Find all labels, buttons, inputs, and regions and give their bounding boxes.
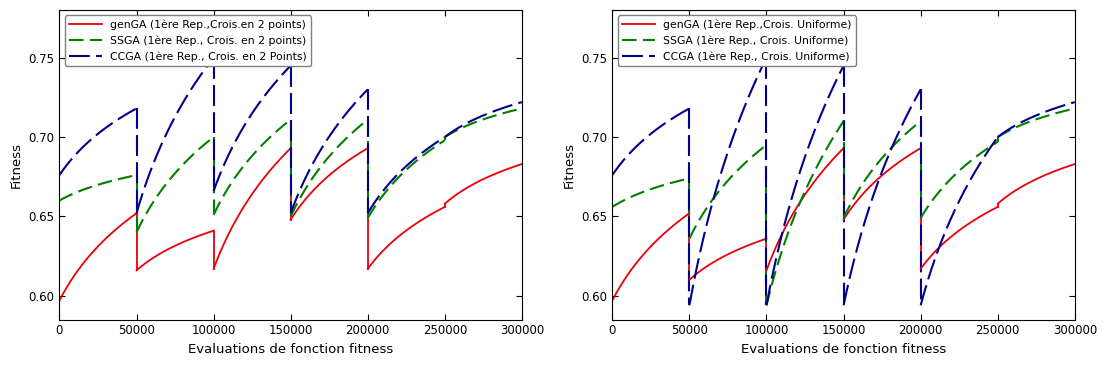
- Line: genGA (1ère Rep.,Crois. Uniforme): genGA (1ère Rep.,Crois. Uniforme): [612, 213, 690, 300]
- genGA (1ère Rep.,Crois.en 2 points): [108, 228, 122, 232]
- Legend: genGA (1ère Rep.,Crois. Uniforme), SSGA (1ère Rep., Crois. Uniforme), CCGA (1ère: genGA (1ère Rep.,Crois. Uniforme), SSGA …: [618, 15, 856, 66]
- CCGA (1ère Rep., Crois. Uniforme): [661, 119, 674, 123]
- X-axis label: Evaluations de fonction fitness: Evaluations de fonction fitness: [188, 343, 393, 356]
- SSGA (1ère Rep., Crois. Uniforme): [654, 184, 668, 188]
- genGA (1ère Rep.,Crois. Uniforme): [662, 228, 675, 232]
- genGA (1ère Rep.,Crois. Uniforme): [606, 298, 619, 303]
- CCGA (1ère Rep., Crois. en 2 Points): [108, 119, 122, 123]
- CCGA (1ère Rep., Crois. en 2 Points): [83, 138, 96, 143]
- SSGA (1ère Rep., Crois. Uniforme): [637, 190, 650, 194]
- SSGA (1ère Rep., Crois. en 2 points): [108, 178, 122, 182]
- CCGA (1ère Rep., Crois. Uniforme): [606, 173, 619, 177]
- SSGA (1ère Rep., Crois. en 2 points): [62, 194, 75, 198]
- SSGA (1ère Rep., Crois. Uniforme): [683, 176, 696, 180]
- Line: SSGA (1ère Rep., Crois. Uniforme): SSGA (1ère Rep., Crois. Uniforme): [612, 178, 690, 207]
- Y-axis label: Fitness: Fitness: [562, 142, 576, 188]
- genGA (1ère Rep.,Crois.en 2 points): [108, 228, 122, 232]
- SSGA (1ère Rep., Crois. en 2 points): [130, 173, 143, 177]
- genGA (1ère Rep.,Crois.en 2 points): [62, 282, 75, 286]
- CCGA (1ère Rep., Crois. Uniforme): [683, 106, 696, 111]
- CCGA (1ère Rep., Crois. Uniforme): [654, 124, 668, 128]
- CCGA (1ère Rep., Crois. en 2 Points): [101, 124, 114, 128]
- SSGA (1ère Rep., Crois. Uniforme): [661, 182, 674, 186]
- genGA (1ère Rep.,Crois. Uniforme): [631, 259, 644, 264]
- genGA (1ère Rep.,Crois. Uniforme): [614, 282, 628, 286]
- genGA (1ère Rep.,Crois. Uniforme): [661, 228, 674, 232]
- Line: SSGA (1ère Rep., Crois. en 2 points): SSGA (1ère Rep., Crois. en 2 points): [60, 175, 136, 201]
- genGA (1ère Rep.,Crois.en 2 points): [130, 211, 143, 216]
- SSGA (1ère Rep., Crois. Uniforme): [614, 199, 628, 204]
- SSGA (1ère Rep., Crois. Uniforme): [606, 205, 619, 209]
- genGA (1ère Rep.,Crois. Uniforme): [637, 253, 650, 257]
- Y-axis label: Fitness: Fitness: [10, 142, 23, 188]
- genGA (1ère Rep.,Crois.en 2 points): [77, 259, 91, 264]
- CCGA (1ère Rep., Crois. en 2 Points): [108, 119, 122, 123]
- Line: CCGA (1ère Rep., Crois. en 2 Points): CCGA (1ère Rep., Crois. en 2 Points): [60, 108, 136, 175]
- Legend: genGA (1ère Rep.,Crois.en 2 points), SSGA (1ère Rep., Crois. en 2 points), CCGA : genGA (1ère Rep.,Crois.en 2 points), SSG…: [65, 15, 311, 66]
- genGA (1ère Rep.,Crois.en 2 points): [83, 253, 96, 257]
- SSGA (1ère Rep., Crois. Uniforme): [662, 182, 675, 186]
- Line: CCGA (1ère Rep., Crois. Uniforme): CCGA (1ère Rep., Crois. Uniforme): [612, 108, 690, 175]
- Line: genGA (1ère Rep.,Crois.en 2 points): genGA (1ère Rep.,Crois.en 2 points): [60, 213, 136, 300]
- X-axis label: Evaluations de fonction fitness: Evaluations de fonction fitness: [741, 343, 946, 356]
- genGA (1ère Rep.,Crois.en 2 points): [53, 298, 66, 303]
- CCGA (1ère Rep., Crois. en 2 Points): [130, 106, 143, 111]
- genGA (1ère Rep.,Crois. Uniforme): [654, 234, 668, 239]
- CCGA (1ère Rep., Crois. Uniforme): [631, 143, 644, 147]
- genGA (1ère Rep.,Crois. Uniforme): [683, 211, 696, 216]
- CCGA (1ère Rep., Crois. Uniforme): [662, 119, 675, 123]
- CCGA (1ère Rep., Crois. en 2 Points): [62, 160, 75, 165]
- SSGA (1ère Rep., Crois. en 2 points): [53, 198, 66, 203]
- CCGA (1ère Rep., Crois. Uniforme): [614, 160, 628, 165]
- CCGA (1ère Rep., Crois. en 2 Points): [77, 143, 91, 147]
- SSGA (1ère Rep., Crois. Uniforme): [631, 192, 644, 196]
- CCGA (1ère Rep., Crois. en 2 Points): [53, 173, 66, 177]
- SSGA (1ère Rep., Crois. en 2 points): [101, 180, 114, 184]
- genGA (1ère Rep.,Crois.en 2 points): [101, 234, 114, 239]
- CCGA (1ère Rep., Crois. Uniforme): [637, 138, 650, 143]
- SSGA (1ère Rep., Crois. en 2 points): [108, 178, 122, 182]
- SSGA (1ère Rep., Crois. en 2 points): [77, 187, 91, 191]
- SSGA (1ère Rep., Crois. en 2 points): [83, 185, 96, 190]
